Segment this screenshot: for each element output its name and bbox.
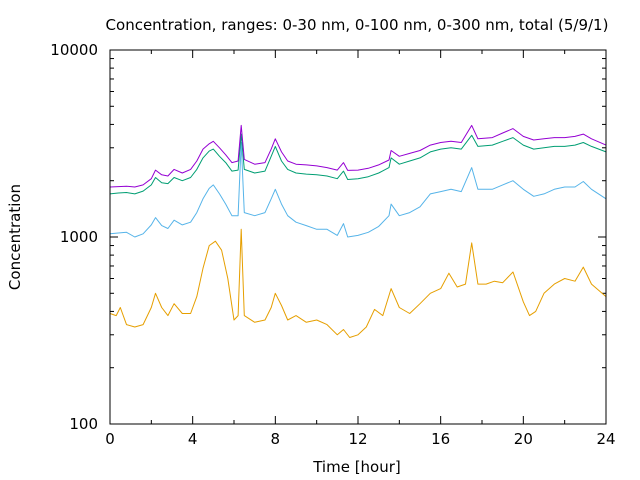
data-series bbox=[109, 124, 607, 338]
y-tick-label: 10000 bbox=[50, 41, 98, 59]
series-line-2 bbox=[109, 142, 607, 238]
x-tick-label: 8 bbox=[271, 430, 281, 448]
series-line-1 bbox=[109, 228, 607, 338]
x-tick-label: 20 bbox=[514, 430, 533, 448]
x-tick-label: 12 bbox=[348, 430, 367, 448]
y-tick-label: 1000 bbox=[60, 228, 98, 246]
series-line-3 bbox=[109, 133, 607, 195]
x-tick-label: 16 bbox=[431, 430, 450, 448]
x-tick-label: 4 bbox=[188, 430, 198, 448]
axis-ticks: 0 4 8 12 16 20 24 100 1000 10000 bbox=[50, 41, 615, 448]
series-line-4 bbox=[109, 124, 607, 188]
chart-title: Concentration, ranges: 0-30 nm, 0-100 nm… bbox=[106, 16, 609, 34]
plot-frame bbox=[109, 49, 607, 425]
x-tick-label: 24 bbox=[596, 430, 615, 448]
x-tick-label: 0 bbox=[105, 430, 115, 448]
x-axis-label: Time [hour] bbox=[312, 458, 401, 476]
y-tick-label: 100 bbox=[69, 415, 98, 433]
y-axis-label: Concentration bbox=[6, 184, 24, 290]
